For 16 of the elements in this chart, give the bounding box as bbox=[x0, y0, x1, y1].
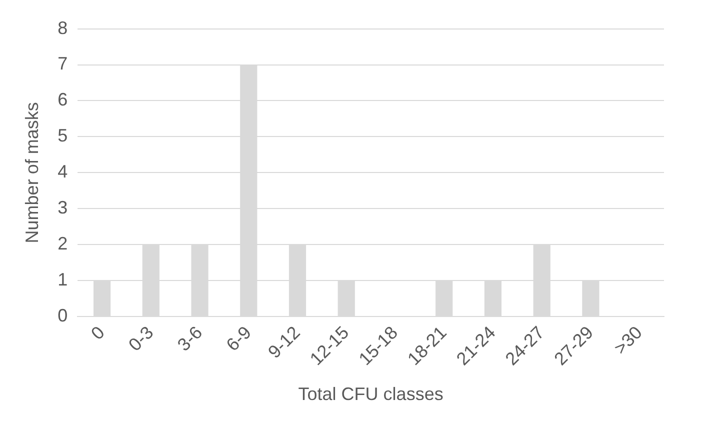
y-tick-label: 6 bbox=[58, 90, 68, 110]
x-tick-label: 3-6 bbox=[174, 322, 206, 355]
y-axis-title: Number of masks bbox=[22, 102, 42, 244]
y-tick-label: 8 bbox=[58, 18, 68, 38]
y-tick-label: 2 bbox=[58, 234, 68, 254]
x-axis-title: Total CFU classes bbox=[298, 384, 444, 404]
y-tick-label: 1 bbox=[58, 270, 68, 290]
x-tick-label: 0-3 bbox=[124, 322, 158, 355]
x-tick-label: >30 bbox=[610, 322, 646, 358]
y-tick-label: 4 bbox=[58, 162, 68, 182]
x-tick-label: 0 bbox=[87, 322, 108, 344]
y-tick-label: 3 bbox=[58, 198, 68, 218]
y-tick-label: 7 bbox=[58, 54, 68, 74]
x-tick-label: 6-9 bbox=[222, 322, 255, 355]
y-tick-label: 0 bbox=[58, 306, 68, 326]
y-tick-label: 5 bbox=[58, 126, 68, 146]
